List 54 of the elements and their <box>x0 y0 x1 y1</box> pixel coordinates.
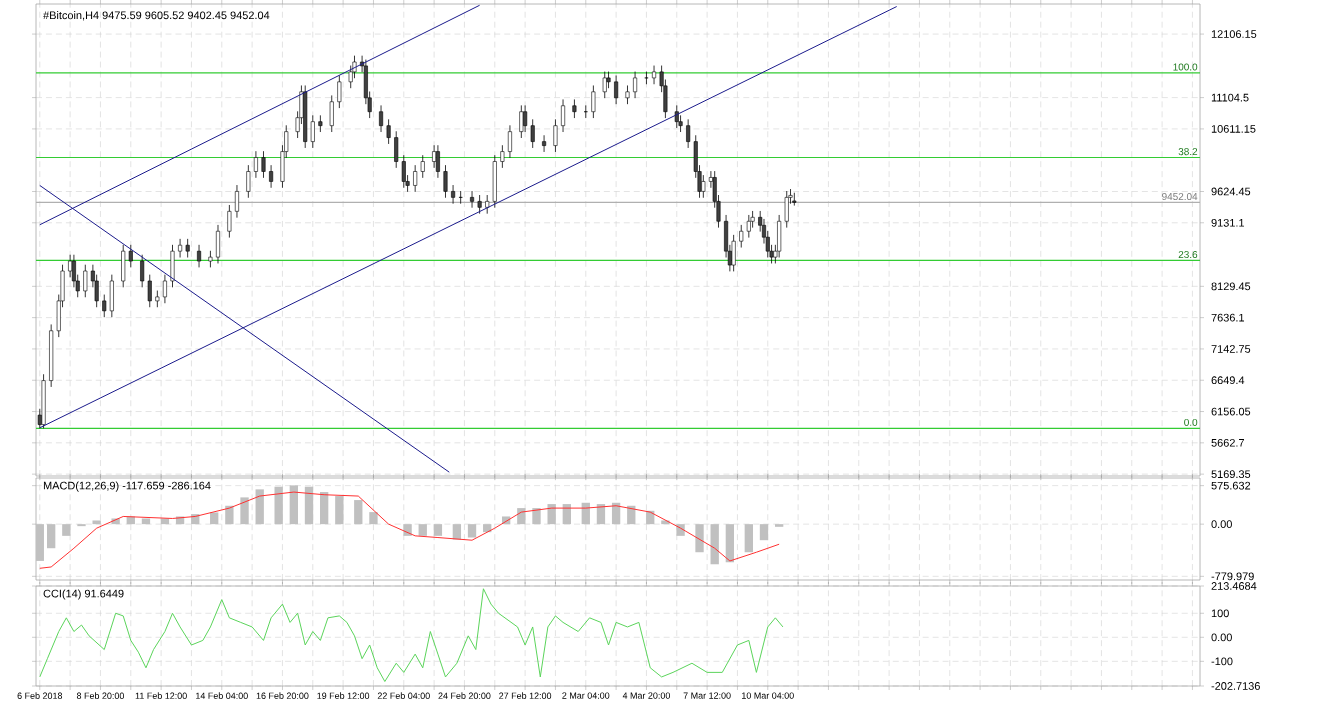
bar <box>725 524 735 563</box>
candlestick <box>614 75 619 105</box>
candlestick <box>519 104 524 139</box>
bar <box>452 524 462 540</box>
bar <box>467 524 477 538</box>
bar <box>418 524 427 536</box>
candlestick <box>625 85 630 105</box>
candlestick <box>572 99 577 119</box>
candlestick <box>185 238 190 258</box>
candlestick <box>420 154 425 179</box>
candlestick <box>109 274 114 318</box>
bar <box>210 512 219 525</box>
bar <box>141 518 151 525</box>
bar <box>744 524 753 553</box>
candlestick <box>261 150 266 179</box>
candlestick <box>507 124 512 159</box>
bar <box>532 508 541 525</box>
bar <box>547 504 556 525</box>
candlestick <box>215 224 220 264</box>
candlestick <box>633 71 638 99</box>
candlestick <box>644 71 649 85</box>
candlestick <box>652 65 657 85</box>
candlestick <box>246 164 251 199</box>
candlestick <box>477 194 482 215</box>
candlestick <box>269 164 274 189</box>
candlestick <box>492 154 497 209</box>
candlestick <box>542 134 547 153</box>
candlestick <box>530 118 535 149</box>
candlestick <box>746 214 751 238</box>
bar <box>255 489 264 525</box>
line-series <box>39 491 780 569</box>
line-series <box>39 588 784 682</box>
bar <box>240 497 249 525</box>
bar <box>759 524 769 541</box>
bar <box>319 492 329 525</box>
candlestick <box>413 164 418 193</box>
bar <box>274 486 283 525</box>
bar <box>433 524 443 536</box>
candlestick <box>197 244 202 268</box>
bar <box>710 524 719 565</box>
bar <box>62 524 71 536</box>
candlestick <box>121 244 126 288</box>
candlestick <box>674 104 679 129</box>
bar <box>354 500 363 525</box>
bar <box>335 496 344 525</box>
candlestick <box>83 264 88 298</box>
candlestick <box>379 104 384 133</box>
bar <box>369 512 378 525</box>
candlestick <box>591 85 596 119</box>
candlestick <box>470 190 475 209</box>
bar <box>304 486 314 525</box>
bar <box>225 505 234 525</box>
bar <box>695 524 704 553</box>
bar <box>289 485 298 525</box>
